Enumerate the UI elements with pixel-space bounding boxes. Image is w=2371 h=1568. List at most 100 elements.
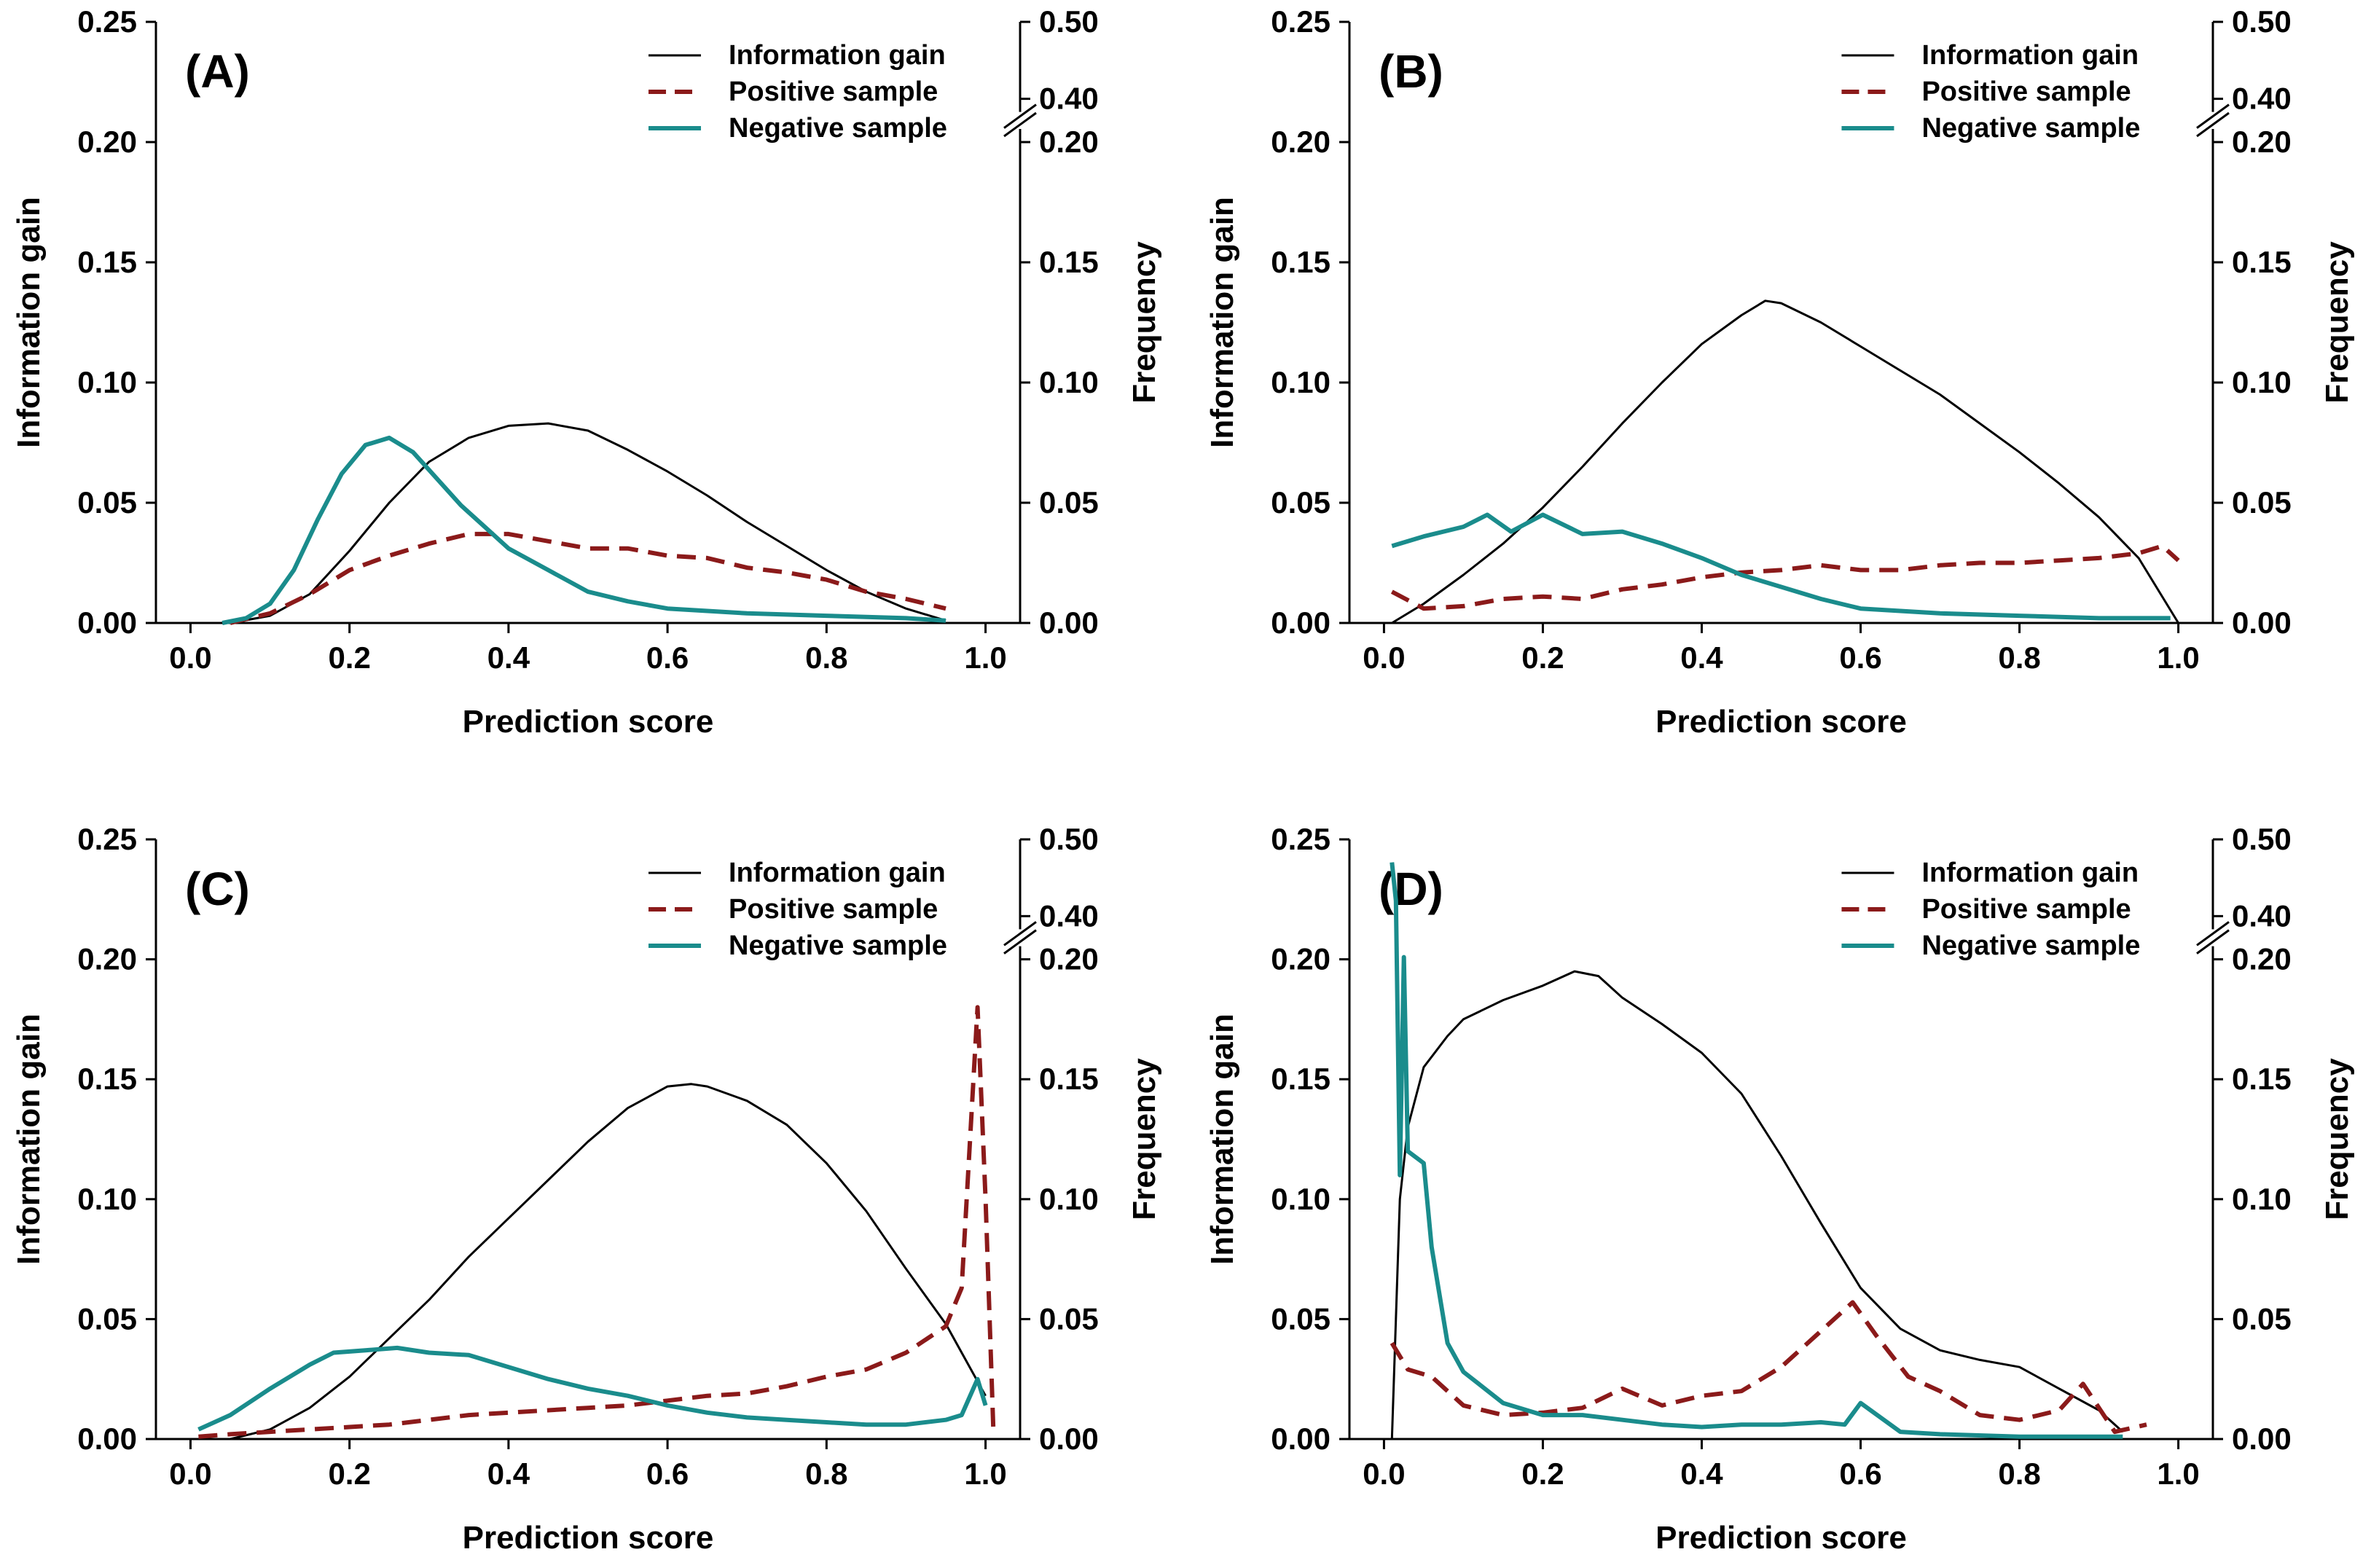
y-tick-label: 0.20 — [77, 125, 137, 159]
x-tick-label: 0.0 — [169, 1457, 211, 1491]
x-tick-label: 0.6 — [646, 1457, 689, 1491]
y-axis-title: Information gain — [11, 197, 47, 448]
y-tick-label: 0.20 — [1271, 125, 1330, 159]
y2-tick-label: 0.20 — [2232, 942, 2292, 976]
y-tick-label: 0.15 — [1271, 1062, 1330, 1096]
y-tick-label: 0.20 — [1271, 942, 1330, 976]
x-tick-label: 0.6 — [1839, 1457, 1881, 1491]
x-tick-label: 0.4 — [487, 1457, 530, 1491]
legend-entry: Information gain — [729, 40, 946, 71]
legend-entry: Negative sample — [1921, 113, 2140, 144]
y2-tick-label: 0.20 — [1039, 942, 1099, 976]
y2-tick-label: 0.50 — [1039, 4, 1099, 39]
legend-entry: Positive sample — [729, 894, 938, 925]
y2-axis-title: Frequency — [2319, 1058, 2355, 1220]
y-tick-label: 0.25 — [77, 4, 137, 39]
y-tick-label: 0.05 — [1271, 485, 1330, 520]
x-axis-title: Prediction score — [1655, 704, 1907, 740]
x-tick-label: 1.0 — [2157, 640, 2199, 675]
y-tick-label: 0.00 — [1271, 1422, 1330, 1456]
y2-axis-title: Frequency — [1126, 241, 1162, 404]
series-line-positive-sample — [198, 1005, 996, 1439]
y-tick-label: 0.15 — [77, 245, 137, 279]
y2-tick-label: 0.40 — [1039, 898, 1099, 933]
y2-tick-label: 0.00 — [1039, 605, 1099, 640]
axis-break-mark — [1003, 111, 1037, 138]
axis-break-mark — [2196, 103, 2230, 129]
panel-b: 0.00 0.05 0.10 0.15 0.20 0.25 0.00 0.05 0.10 0.15… — [1204, 4, 2355, 740]
legend-entry: Negative sample — [1921, 930, 2140, 961]
x-tick-label: 0.6 — [646, 640, 689, 675]
x-tick-label: 0.0 — [1363, 1457, 1405, 1491]
y2-tick-label: 0.15 — [1039, 245, 1099, 279]
series-line-negative-sample — [1390, 862, 2123, 1439]
y-tick-label: 0.25 — [77, 822, 137, 856]
legend-entry: Negative sample — [729, 113, 947, 144]
y2-axis-title: Frequency — [1126, 1058, 1162, 1220]
x-axis-title: Prediction score — [463, 1520, 714, 1556]
y2-tick-label: 0.10 — [2232, 1182, 2292, 1216]
y-axis-title: Information gain — [1204, 1014, 1240, 1265]
axis-break-mark — [2196, 111, 2230, 138]
y2-tick-label: 0.50 — [2232, 822, 2292, 856]
y-tick-label: 0.00 — [1271, 605, 1330, 640]
y2-tick-label: 0.40 — [1039, 82, 1099, 116]
y2-tick-label: 0.00 — [2232, 1422, 2292, 1456]
y-tick-label: 0.10 — [77, 365, 137, 399]
y2-tick-label: 0.20 — [2232, 125, 2292, 159]
y2-tick-label: 0.15 — [2232, 245, 2292, 279]
series-line-positive-sample — [1390, 544, 2180, 611]
legend-entry: Positive sample — [1921, 77, 2131, 107]
x-tick-label: 0.2 — [328, 1457, 370, 1491]
y-axis-title: Information gain — [1204, 197, 1240, 448]
x-tick-label: 0.0 — [169, 640, 211, 675]
panel-label: (D) — [1379, 863, 1443, 915]
series-line-information-gain — [230, 1083, 987, 1440]
y2-tick-label: 0.40 — [2232, 82, 2292, 116]
axis-break-mark — [1003, 103, 1037, 129]
legend-entry: Information gain — [1921, 40, 2139, 71]
y-tick-label: 0.05 — [1271, 1301, 1330, 1336]
y2-tick-label: 0.50 — [2232, 4, 2292, 39]
panel-d: 0.00 0.05 0.10 0.15 0.20 0.25 0.00 0.05 0.10 0.15… — [1204, 822, 2355, 1556]
series-line-negative-sample — [222, 435, 947, 625]
x-tick-label: 0.8 — [805, 1457, 847, 1491]
x-tick-label: 0.0 — [1363, 640, 1405, 675]
y-tick-label: 0.05 — [77, 1301, 137, 1336]
panel-label: (A) — [185, 45, 250, 98]
y2-tick-label: 0.00 — [1039, 1422, 1099, 1456]
axis-break-mark — [2196, 921, 2230, 946]
y-tick-label: 0.25 — [1271, 4, 1330, 39]
legend-entry: Positive sample — [1921, 894, 2131, 925]
x-tick-label: 0.6 — [1839, 640, 1881, 675]
y2-tick-label: 0.00 — [2232, 605, 2292, 640]
y2-axis-title: Frequency — [2319, 241, 2355, 404]
y-tick-label: 0.10 — [77, 1182, 137, 1216]
y-tick-label: 0.00 — [77, 605, 137, 640]
x-tick-label: 0.2 — [1521, 640, 1564, 675]
series-line-positive-sample — [1390, 1300, 2147, 1435]
x-tick-label: 1.0 — [964, 1457, 1006, 1491]
y-tick-label: 0.20 — [77, 942, 137, 976]
y-tick-label: 0.10 — [1271, 365, 1330, 399]
series-line-information-gain — [1391, 299, 2179, 624]
x-tick-label: 0.4 — [487, 640, 530, 675]
x-tick-label: 1.0 — [964, 640, 1006, 675]
y2-tick-label: 0.50 — [1039, 822, 1099, 856]
x-axis-title: Prediction score — [463, 704, 714, 740]
y-tick-label: 0.15 — [77, 1062, 137, 1096]
y2-tick-label: 0.05 — [2232, 485, 2292, 520]
y-axis-title: Information gain — [11, 1014, 47, 1265]
y2-tick-label: 0.10 — [2232, 365, 2292, 399]
series-line-negative-sample — [1391, 512, 2171, 621]
y2-tick-label: 0.20 — [1039, 125, 1099, 159]
series-line-positive-sample — [230, 531, 947, 625]
y2-tick-label: 0.15 — [1039, 1062, 1099, 1096]
panel-c: 0.00 0.05 0.10 0.15 0.20 0.25 0.00 0.05 0.10 0.15… — [11, 822, 1162, 1556]
x-tick-label: 0.8 — [1998, 640, 2040, 675]
panel-label: (B) — [1379, 45, 1443, 98]
x-axis-title: Prediction score — [1655, 1520, 1907, 1556]
legend-entry: Information gain — [729, 858, 946, 888]
panel-a: 0.00 0.05 0.10 0.15 0.20 0.25 0.00 0.05 0.10 0.15… — [11, 4, 1162, 740]
